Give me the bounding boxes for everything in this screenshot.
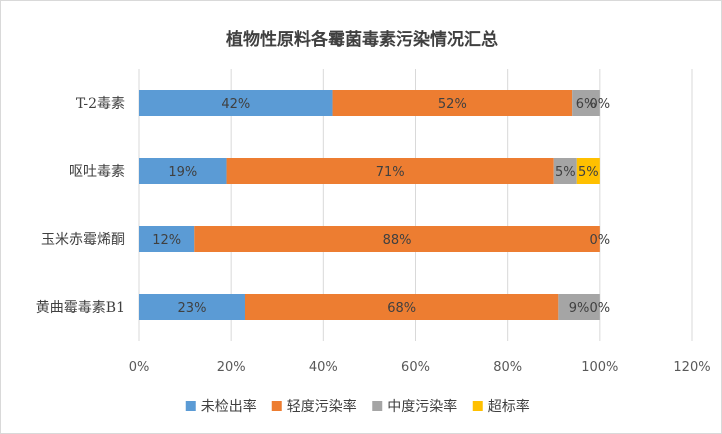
x-tick-label-3: 60% bbox=[401, 360, 430, 375]
x-axis-tick-labels: 0% 20% 40% 60% 80% 100% 120% bbox=[129, 360, 711, 375]
legend-label-3: 超标率 bbox=[488, 398, 530, 415]
category-label-0: T-2毒素 bbox=[76, 96, 125, 112]
data-label-0-2: 12% bbox=[152, 233, 181, 248]
x-tick-label-6: 120% bbox=[673, 360, 710, 375]
data-label-3-1: 5% bbox=[578, 165, 599, 180]
bar-1-0 bbox=[332, 90, 573, 116]
bar-1-2 bbox=[194, 226, 600, 252]
bar-2-0 bbox=[572, 90, 600, 116]
category-label-2: 玉米赤霉烯酮 bbox=[41, 232, 125, 248]
x-tick-label-2: 40% bbox=[309, 360, 338, 375]
bar-2-1 bbox=[553, 158, 577, 184]
data-label-2-3: 9% bbox=[569, 301, 590, 316]
bar-3-1 bbox=[576, 158, 600, 184]
bar-0-0 bbox=[139, 90, 333, 116]
data-label-1-3: 68% bbox=[387, 301, 416, 316]
legend-swatch-0 bbox=[185, 401, 196, 411]
category-label-3: 黄曲霉毒素B1 bbox=[36, 299, 125, 316]
data-label-3-0: 0% bbox=[590, 97, 611, 112]
bar-2-3 bbox=[558, 294, 600, 320]
bar-0-3 bbox=[139, 294, 245, 320]
data-label-0-1: 19% bbox=[168, 165, 197, 180]
x-tick-label-5: 100% bbox=[581, 360, 618, 375]
chart-title: 植物性原料各霉菌毒素污染情况汇总 bbox=[226, 29, 498, 50]
data-label-1-2: 88% bbox=[383, 233, 412, 248]
data-label-2-0: 6% bbox=[576, 97, 597, 112]
legend-label-1: 轻度污染率 bbox=[287, 398, 357, 415]
legend: 未检出率 轻度污染率 中度污染率 超标率 bbox=[185, 398, 530, 415]
data-label-0-3: 23% bbox=[178, 301, 207, 316]
legend-label-0: 未检出率 bbox=[201, 398, 257, 415]
legend-swatch-2 bbox=[372, 401, 383, 411]
legend-swatch-1 bbox=[271, 401, 282, 411]
x-tick-label-4: 80% bbox=[493, 360, 522, 375]
legend-label-2: 中度污染率 bbox=[387, 398, 457, 415]
data-label-3-3: 0% bbox=[590, 301, 611, 316]
data-label-0-0: 42% bbox=[221, 97, 250, 112]
data-label-1-1: 71% bbox=[376, 165, 405, 180]
bar-0-2 bbox=[139, 226, 195, 252]
x-tick-label-0: 0% bbox=[129, 360, 150, 375]
legend-swatch-3 bbox=[472, 401, 483, 411]
data-label-1-0: 52% bbox=[438, 97, 467, 112]
bar-1-1 bbox=[226, 158, 554, 184]
data-label-2-1: 5% bbox=[555, 165, 576, 180]
data-label-2-2: 0% bbox=[590, 233, 611, 248]
x-tick-label-1: 20% bbox=[217, 360, 246, 375]
bars bbox=[139, 90, 600, 320]
bar-1-3 bbox=[244, 294, 559, 320]
data-labels: 42% 52% 6%0%19% 71% 5% 5%12% 88% 0%23% 68% 9% 0% bbox=[152, 97, 610, 316]
category-label-1: 呕吐毒素 bbox=[69, 164, 125, 180]
bar-0-1 bbox=[139, 158, 227, 184]
